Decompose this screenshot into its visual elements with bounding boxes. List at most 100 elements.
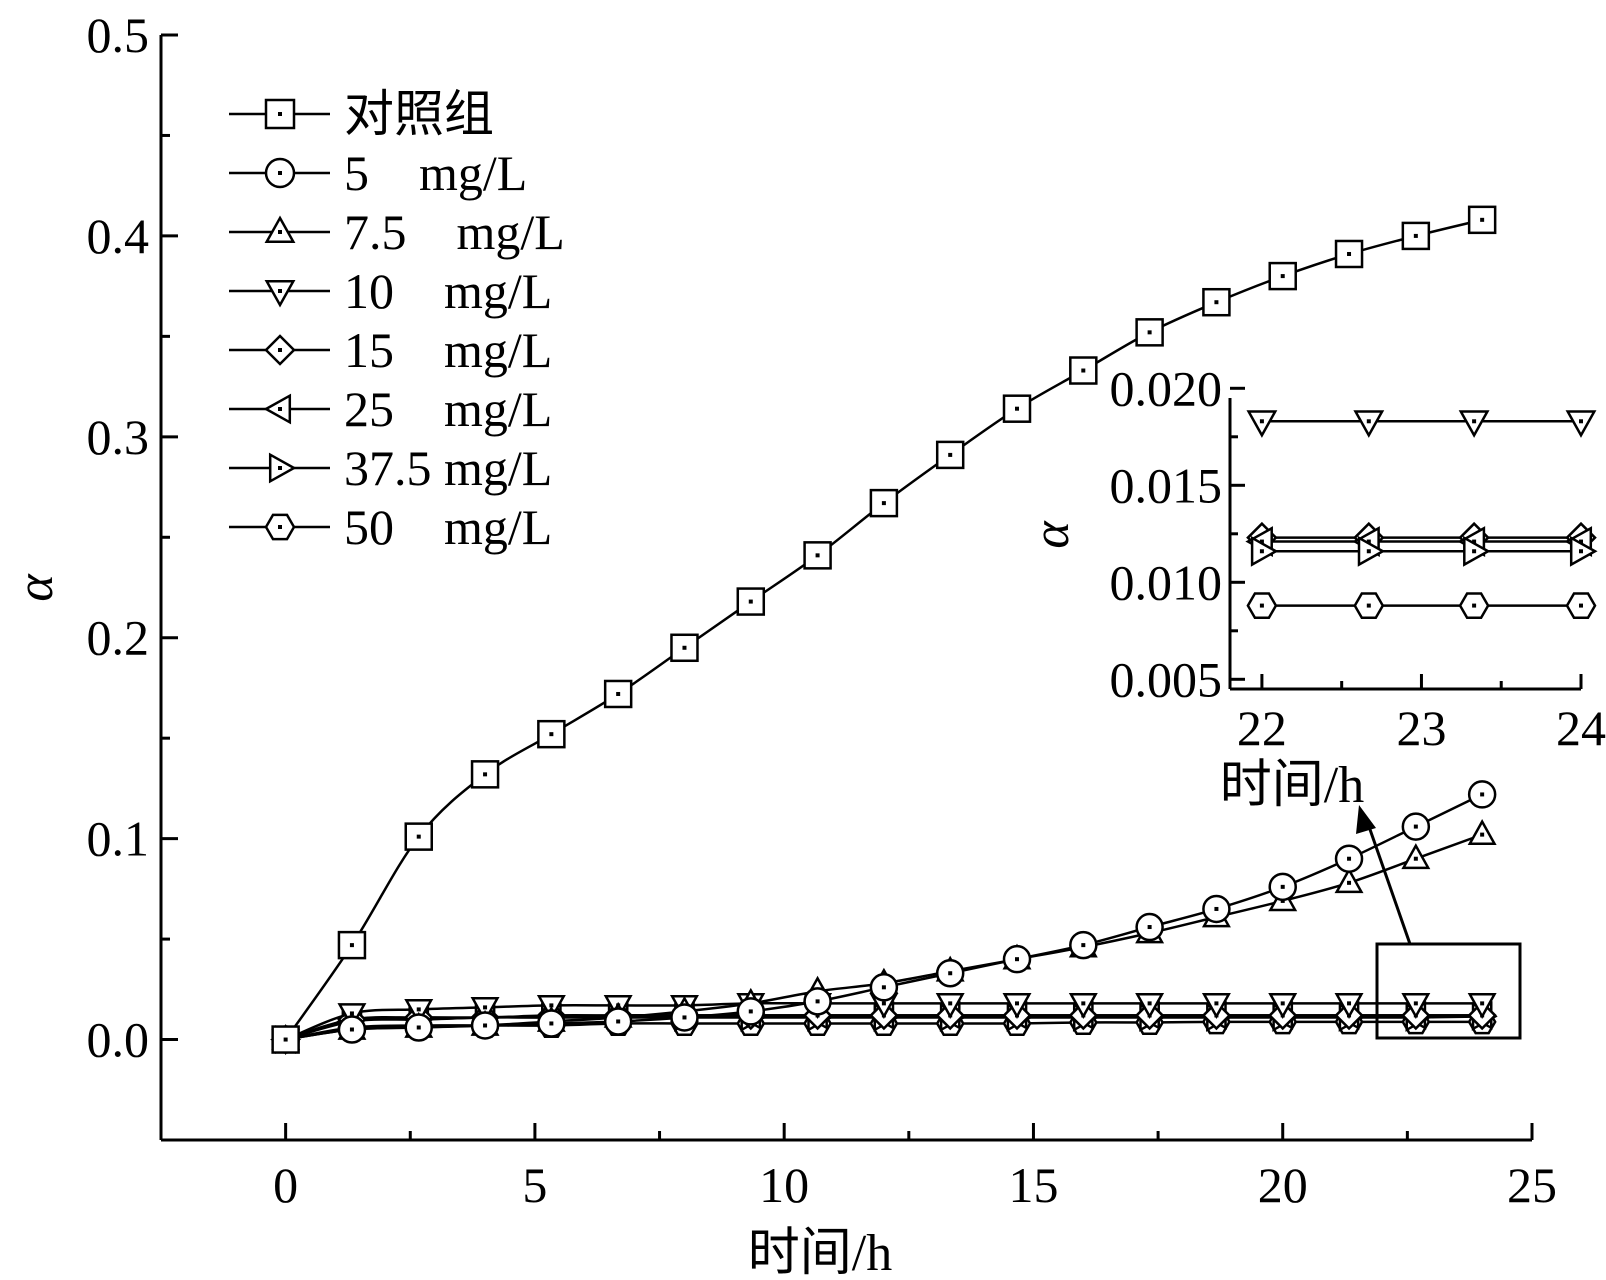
- data-point: [670, 633, 699, 663]
- data-point: [1467, 819, 1497, 845]
- data-point-center-dot: [1214, 300, 1219, 305]
- inset-data-point: [1246, 410, 1278, 438]
- inset-data-point: [1565, 592, 1597, 619]
- data-point: [1202, 894, 1231, 924]
- inset-plot: 22 23 24 0.005 0.010 0.015 0.020 时间/h α: [1023, 360, 1606, 814]
- data-point-shape: [935, 440, 965, 470]
- data-point-center-dot: [1147, 925, 1152, 930]
- inset-x-axis-label: 时间/h: [1220, 757, 1364, 814]
- inset-data-point-center-dot: [1472, 603, 1477, 608]
- legend-label: 5 mg/L: [344, 145, 527, 201]
- inset-data-point: [1458, 592, 1490, 619]
- legend-marker: [263, 393, 292, 425]
- zoom-arrow-line: [1364, 817, 1412, 945]
- legend-item: 25 mg/L: [229, 381, 552, 437]
- y-tick-label: 0.4: [87, 208, 150, 264]
- data-point-center-dot: [416, 1025, 421, 1030]
- legend-marker: [264, 334, 296, 366]
- legend-marker-center-dot: [278, 289, 282, 293]
- data-point-center-dot: [1280, 884, 1285, 889]
- y-tick-label: 0.2: [87, 610, 150, 666]
- legend-marker-shape: [268, 452, 297, 484]
- inset-data-point-shape: [1463, 535, 1491, 567]
- inset-data-point-shape: [1357, 535, 1386, 567]
- legend-marker-shape: [263, 393, 292, 425]
- data-point-center-dot: [283, 1037, 288, 1042]
- data-point: [1401, 993, 1431, 1019]
- inset-data-point-center-dot: [1259, 419, 1264, 424]
- data-point-center-dot: [349, 1027, 354, 1032]
- inset-series-4: [1246, 592, 1597, 619]
- inset-data-point-center-dot: [1472, 419, 1477, 424]
- data-point: [935, 440, 965, 470]
- data-point-center-dot: [349, 1011, 354, 1016]
- legend-marker-center-dot: [278, 230, 282, 234]
- y-tick-label: 0.1: [87, 811, 150, 867]
- data-point: [1334, 867, 1364, 894]
- inset-data-point-center-dot: [1259, 539, 1264, 544]
- data-point: [1334, 239, 1364, 269]
- data-point-center-dot: [1413, 824, 1418, 829]
- legend-item: 5 mg/L: [229, 145, 527, 201]
- inset-data-point-center-dot: [1579, 549, 1583, 554]
- data-point: [1202, 287, 1231, 317]
- x-tick-label: 5: [522, 1157, 547, 1213]
- y-axis-label: α: [7, 573, 64, 602]
- data-point: [1135, 993, 1165, 1019]
- inset-data-point: [1357, 535, 1386, 567]
- inset-data-point-shape: [1353, 410, 1385, 438]
- legend-marker-shape: [264, 279, 296, 308]
- data-point-shape: [1135, 318, 1164, 347]
- inset-series-3: [1250, 535, 1598, 567]
- data-point-center-dot: [682, 1015, 687, 1020]
- data-point: [404, 1013, 433, 1042]
- data-point: [470, 1011, 500, 1040]
- legend-marker-center-dot: [278, 348, 282, 352]
- inset-data-point-center-dot: [1366, 419, 1371, 424]
- inset-data-point-shape: [1250, 535, 1279, 567]
- legend-label: 37.5 mg/L: [344, 440, 552, 496]
- data-point: [736, 997, 766, 1026]
- inset-y-tick-label: 0.015: [1110, 457, 1223, 513]
- data-point: [404, 999, 434, 1025]
- data-point-shape: [1334, 239, 1364, 269]
- data-point: [869, 488, 899, 518]
- data-point-center-dot: [1347, 1001, 1352, 1006]
- legend-label: 对照组: [344, 86, 494, 142]
- data-point: [1268, 993, 1298, 1019]
- data-point-center-dot: [1347, 251, 1352, 256]
- data-point-center-dot: [1413, 856, 1418, 861]
- data-point: [1068, 993, 1098, 1019]
- legend-marker: [264, 98, 296, 130]
- inset-data-point: [1353, 410, 1385, 438]
- data-point: [337, 1015, 367, 1044]
- legend-label: 15 mg/L: [344, 322, 552, 378]
- legend-item: 15 mg/L: [229, 322, 552, 378]
- data-point-center-dot: [948, 452, 953, 457]
- data-point-center-dot: [881, 501, 886, 506]
- data-point-center-dot: [1413, 1001, 1418, 1006]
- inset-data-point-center-dot: [1472, 539, 1477, 544]
- data-point-center-dot: [616, 1019, 621, 1024]
- data-point: [1401, 812, 1431, 841]
- x-axis-label: 时间/h: [748, 1225, 892, 1280]
- data-point: [935, 958, 965, 988]
- legend-marker: [264, 513, 296, 541]
- data-point-center-dot: [549, 732, 554, 737]
- data-point: [803, 987, 832, 1016]
- data-point-center-dot: [1214, 906, 1219, 911]
- inset-data-point-center-dot: [1366, 549, 1371, 554]
- data-point: [1334, 993, 1364, 1019]
- data-point: [537, 1009, 566, 1038]
- inset-series-0: [1246, 410, 1597, 438]
- data-point: [1002, 993, 1032, 1019]
- main-plot: 0 5 10 15 20 25 0.0 0.1 0.2 0.3 0.4 0.5 时间/h α: [7, 7, 1557, 1280]
- legend-item: 对照组: [229, 86, 494, 142]
- data-point: [1268, 261, 1297, 291]
- data-point-center-dot: [1280, 274, 1285, 279]
- legend-item: 37.5 mg/L: [229, 440, 552, 496]
- legend-marker-center-dot: [278, 112, 282, 116]
- y-tick-label: 0.0: [87, 1012, 150, 1068]
